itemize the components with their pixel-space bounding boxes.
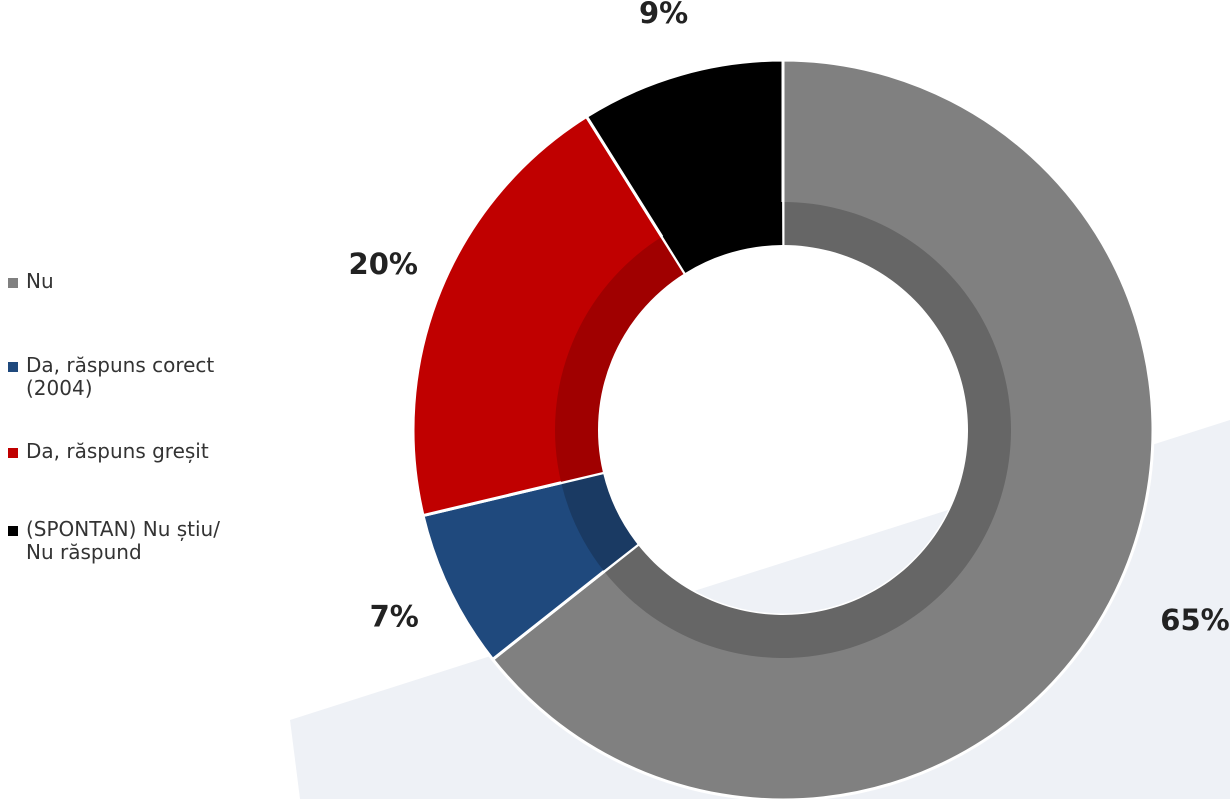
- data-label-correct: 7%: [370, 599, 419, 633]
- data-label-wrong: 20%: [349, 247, 418, 281]
- legend-label-wrong: Da, răspuns greșit: [26, 439, 209, 463]
- legend-swatch-nu: [8, 278, 18, 288]
- legend-item-nu: Nu: [8, 270, 54, 293]
- legend-item-correct: Da, răspuns corect (2004): [8, 354, 214, 400]
- legend-swatch-correct: [8, 362, 18, 372]
- legend-swatch-dont-know: [8, 526, 18, 536]
- legend-label-nu: Nu: [26, 269, 54, 293]
- legend-label-dont-know: (SPONTAN) Nu știu/ Nu răspund: [26, 517, 220, 564]
- slice-dont-know: [584, 58, 785, 276]
- data-label-dont-know: 9%: [639, 0, 688, 30]
- data-label-nu: 65%: [1160, 603, 1229, 637]
- slice-nu: [490, 58, 1155, 799]
- legend-item-wrong: Da, răspuns greșit: [8, 440, 209, 463]
- slice-wrong: [411, 114, 687, 518]
- slice-dont-know-inner-band: [662, 202, 783, 273]
- legend-swatch-wrong: [8, 448, 18, 458]
- legend-item-dont-know: (SPONTAN) Nu știu/ Nu răspund: [8, 518, 220, 564]
- legend-label-correct: Da, răspuns corect (2004): [26, 353, 215, 400]
- slice-wrong-inner-band: [555, 237, 685, 482]
- slice-correct: [421, 470, 640, 662]
- slice-correct-inner-band: [561, 473, 638, 571]
- slice-wrong-outer: [411, 114, 687, 518]
